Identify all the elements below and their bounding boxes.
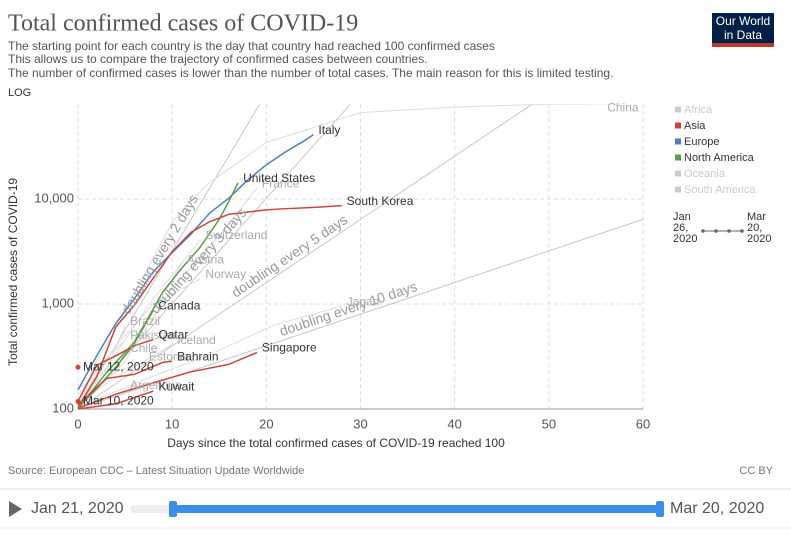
series-line bbox=[77, 305, 342, 408]
doubling-label: doubling every 10 days bbox=[277, 278, 419, 339]
series-label: Canada bbox=[158, 298, 200, 312]
series-label: Mar 12, 2020 bbox=[83, 359, 154, 373]
legend-swatch bbox=[675, 186, 681, 193]
logo[interactable] bbox=[712, 13, 774, 47]
series-label: Austria bbox=[187, 252, 225, 266]
chart-title: Total confirmed cases of COVID-19 bbox=[8, 11, 358, 37]
subtitle: The starting point for each country is t… bbox=[8, 39, 495, 53]
date-legend-start: Jan 26, 2020 bbox=[673, 211, 698, 245]
series-label: Switzerland bbox=[205, 228, 267, 242]
series-line bbox=[77, 239, 201, 410]
source: Source: European CDC – Latest Situation … bbox=[8, 465, 304, 477]
plot-area bbox=[75, 104, 644, 410]
x-tick-label: 50 bbox=[542, 416, 556, 431]
y-tick-label: 10,000 bbox=[34, 190, 74, 205]
legend-swatch bbox=[675, 138, 681, 145]
series-label: Brazil bbox=[130, 314, 160, 328]
series-line bbox=[77, 338, 154, 402]
subtitle: This allows us to compare the trajectory… bbox=[8, 52, 428, 66]
x-tick-label: 20 bbox=[259, 416, 273, 431]
logo-bar bbox=[712, 43, 774, 47]
timeline-handle[interactable] bbox=[656, 501, 664, 517]
legend-swatch bbox=[675, 106, 681, 113]
play-button[interactable] bbox=[9, 501, 22, 517]
series-label: Iceland bbox=[177, 333, 216, 347]
series-label: China bbox=[607, 100, 639, 114]
license[interactable]: CC BY bbox=[739, 465, 773, 477]
legend-label: Asia bbox=[684, 120, 706, 132]
series-label: Bahrain bbox=[177, 349, 218, 363]
series-line bbox=[77, 325, 126, 401]
x-tick-label: 10 bbox=[165, 416, 179, 431]
y-axis-label: Total confirmed cases of COVID-19 bbox=[6, 178, 20, 366]
scale-toggle[interactable]: LOG bbox=[8, 87, 31, 99]
series-label: Pakistan bbox=[130, 328, 176, 342]
date-legend-dot bbox=[714, 229, 718, 233]
timeline-end: Mar 20, 2020 bbox=[670, 500, 765, 517]
legend-swatch bbox=[675, 154, 681, 161]
timeline-range[interactable] bbox=[173, 505, 660, 513]
subtitle: The number of confirmed cases is lower t… bbox=[8, 66, 613, 80]
series-label: Italy bbox=[318, 123, 340, 137]
timeline-start: Jan 21, 2020 bbox=[31, 500, 124, 517]
timeline bbox=[0, 501, 791, 529]
y-tick-label: 100 bbox=[52, 400, 74, 415]
logo-text: Our World bbox=[716, 14, 770, 28]
x-tick-label: 30 bbox=[353, 416, 367, 431]
series-label: Singapore bbox=[262, 341, 317, 355]
y-tick-label: 1,000 bbox=[41, 295, 74, 310]
x-tick-label: 40 bbox=[447, 416, 461, 431]
date-legend-dot bbox=[740, 229, 744, 233]
series-line bbox=[77, 360, 173, 406]
series-line bbox=[77, 390, 154, 410]
timeline-handle[interactable] bbox=[169, 501, 177, 517]
legend-swatch bbox=[675, 122, 681, 129]
date-legend-dot bbox=[701, 229, 705, 233]
legend-swatch bbox=[675, 170, 681, 177]
doubling-line bbox=[77, 104, 533, 410]
legend-label: Oceania bbox=[684, 168, 726, 180]
series-line bbox=[77, 309, 154, 409]
series-point bbox=[75, 398, 81, 404]
series-label: United States bbox=[243, 171, 315, 185]
series-line bbox=[77, 133, 314, 391]
series-label: Japan bbox=[347, 295, 380, 309]
series-label: Estonia bbox=[149, 350, 189, 364]
series-label: Chile bbox=[130, 341, 158, 355]
series-line bbox=[77, 104, 634, 410]
date-legend-end: Mar 20, 2020 bbox=[747, 211, 772, 245]
series-label: Mar 10, 2020 bbox=[83, 394, 154, 408]
series-label: South Korea bbox=[347, 194, 414, 208]
doubling-label: doubling every 5 days bbox=[228, 211, 350, 300]
series-point bbox=[75, 364, 81, 370]
series-label: Qatar bbox=[158, 328, 188, 342]
series-line bbox=[77, 204, 342, 408]
legend-label: North America bbox=[684, 152, 755, 164]
series-line bbox=[77, 351, 258, 409]
series-label: Norway bbox=[205, 267, 246, 281]
logo-text: in Data bbox=[724, 28, 762, 42]
legend-label: South America bbox=[684, 184, 756, 196]
series-label: France bbox=[262, 177, 300, 191]
chart: Total confirmed cases of COVID-19 The st… bbox=[0, 11, 791, 490]
series-label: Kuwait bbox=[158, 379, 195, 393]
legend-label: Europe bbox=[684, 136, 719, 148]
series-label: Argentina bbox=[130, 378, 182, 392]
date-legend-dot bbox=[727, 229, 731, 233]
x-tick-label: 0 bbox=[74, 416, 81, 431]
series-line bbox=[77, 182, 239, 410]
x-axis-label: Days since the total confirmed cases of … bbox=[167, 436, 505, 450]
x-tick-label: 60 bbox=[636, 416, 650, 431]
legend-label: Africa bbox=[684, 104, 713, 116]
